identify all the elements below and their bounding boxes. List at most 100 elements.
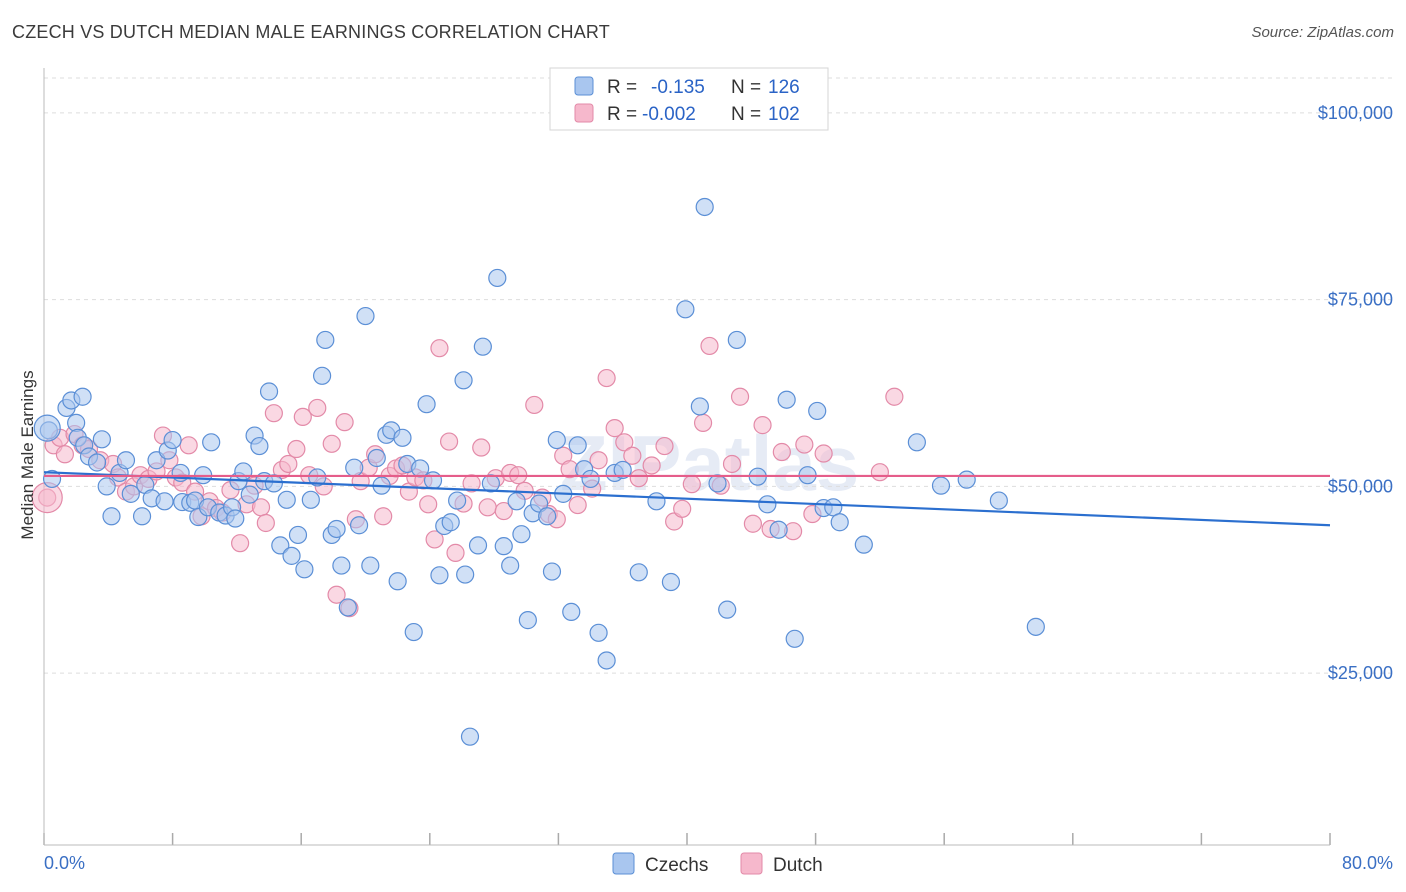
czech-point xyxy=(338,598,357,617)
czech-point xyxy=(695,197,714,217)
czech-point xyxy=(468,536,488,555)
legend-box: R = -0.135 N = 126 R = -0.002 N = 102 xyxy=(549,67,829,131)
legend-dutch-r-label: R = xyxy=(607,104,637,125)
czech-point xyxy=(132,507,152,526)
czech-point xyxy=(332,556,351,575)
dutch-point xyxy=(430,339,449,358)
czech-point xyxy=(240,485,259,504)
czech-point xyxy=(907,433,926,452)
czech-point xyxy=(808,401,827,421)
czech-point xyxy=(282,546,301,565)
y-tick-label: $50,000 xyxy=(1328,476,1393,496)
czech-point xyxy=(785,629,804,648)
dutch-point xyxy=(605,419,624,438)
czech-point xyxy=(777,390,796,409)
dutch-point xyxy=(264,404,283,423)
dutch-point xyxy=(439,432,459,451)
czech-point xyxy=(727,330,746,350)
y-tick-label: $100,000 xyxy=(1318,103,1393,123)
czech-point xyxy=(33,414,61,442)
dutch-point xyxy=(753,416,772,435)
dutch-point xyxy=(279,454,298,474)
x-axis-ticks xyxy=(43,833,1331,845)
dutch-point xyxy=(615,433,634,452)
dutch-point xyxy=(256,513,275,533)
czech-point xyxy=(411,459,430,478)
czech-point xyxy=(676,300,695,319)
dutch-point xyxy=(885,387,904,406)
czech-point xyxy=(67,413,86,432)
dutch-point xyxy=(722,454,742,474)
czech-point xyxy=(454,371,473,390)
czech-point xyxy=(931,476,951,495)
czech-point xyxy=(393,428,412,447)
czech-point xyxy=(250,436,269,456)
dutch-point xyxy=(179,436,198,455)
dutch-point xyxy=(322,434,341,453)
x-tick-label-min: 0.0% xyxy=(44,853,85,873)
dutch-point xyxy=(700,336,719,356)
czech-point xyxy=(758,495,777,514)
czech-point xyxy=(116,451,136,470)
czech-point xyxy=(597,651,616,670)
czech-point xyxy=(92,430,111,449)
chart-title: CZECH VS DUTCH MEDIAN MALE EARNINGS CORR… xyxy=(12,22,610,42)
czech-point xyxy=(349,516,369,535)
dutch-point xyxy=(743,514,763,533)
czech-point xyxy=(345,458,364,477)
y-tick-label: $25,000 xyxy=(1328,663,1393,683)
czech-point xyxy=(226,509,245,528)
czech-point xyxy=(507,492,526,511)
dutch-point xyxy=(374,507,393,526)
czech-point xyxy=(542,562,562,581)
dutch-point xyxy=(472,438,491,457)
dutch-point xyxy=(327,585,346,604)
czech-point xyxy=(361,556,380,575)
dutch-point xyxy=(682,475,701,494)
bottom-legend: Czechs Dutch xyxy=(612,852,823,876)
czech-point xyxy=(388,572,407,591)
dutch-point xyxy=(814,444,833,463)
y-axis-title: Median Male Earnings xyxy=(18,370,37,539)
dutch-point xyxy=(772,442,791,462)
czech-point xyxy=(568,436,587,455)
dutch-point xyxy=(525,395,544,415)
czech-point xyxy=(708,474,727,493)
dutch-point xyxy=(419,495,438,514)
czech-point xyxy=(581,469,600,489)
czech-point xyxy=(271,536,290,555)
dutch-point xyxy=(642,456,661,475)
dutch-point xyxy=(589,451,608,470)
czech-point xyxy=(518,611,537,630)
dutch-point xyxy=(335,413,354,432)
czech-point xyxy=(613,460,632,480)
czech-point xyxy=(202,433,221,452)
czech-point xyxy=(501,556,520,575)
czech-point xyxy=(460,727,480,746)
czech-point xyxy=(288,525,308,545)
czech-point xyxy=(830,513,849,532)
dutch-point xyxy=(55,445,74,464)
czech-point xyxy=(259,382,279,401)
czech-point xyxy=(512,525,531,544)
czech-point xyxy=(989,491,1008,510)
dutch-point xyxy=(231,534,250,553)
czech-point xyxy=(423,471,443,490)
y-tick-label: $75,000 xyxy=(1328,290,1393,310)
dutch-point xyxy=(629,469,648,488)
dutch-point xyxy=(693,413,713,432)
dutch-point xyxy=(673,499,692,518)
legend-czechs-r-value: -0.135 xyxy=(651,77,705,98)
czech-point xyxy=(417,395,436,414)
legend-dutch-n-value: 102 xyxy=(768,104,800,125)
legend-dutch-n-label: N = xyxy=(731,104,761,125)
czech-point xyxy=(647,492,666,511)
dutch-point xyxy=(568,495,587,515)
czechs-trend-line xyxy=(43,471,1331,527)
czech-point xyxy=(589,623,608,642)
dutch-point xyxy=(795,435,814,454)
bottom-legend-czechs: Czechs xyxy=(645,855,708,876)
legend-swatch-dutch xyxy=(574,103,594,123)
dutch-point xyxy=(293,407,312,427)
